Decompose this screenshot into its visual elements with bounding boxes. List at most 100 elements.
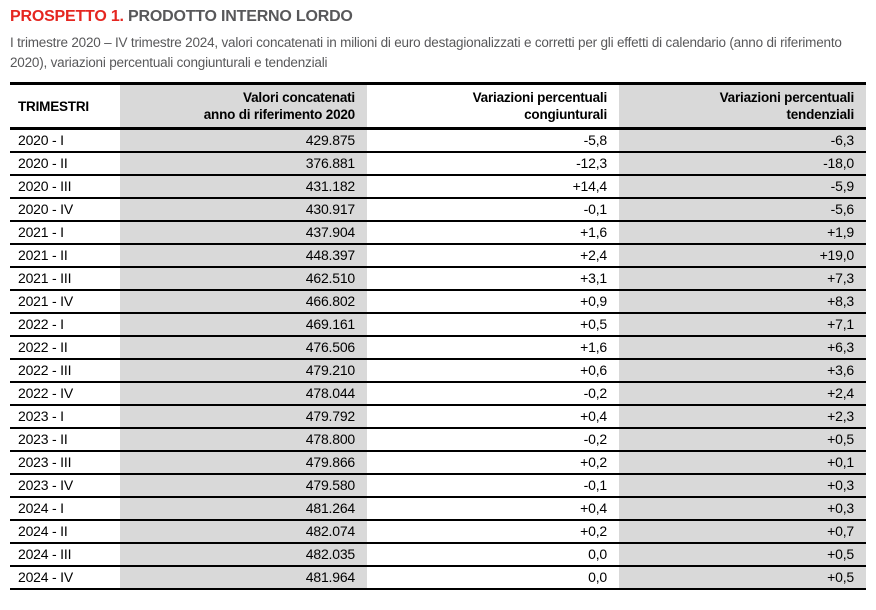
cell-variazione-tendenziale: +7,3 xyxy=(619,267,866,291)
table-row: 2023 - IV 479.580 -0,1 +0,3 xyxy=(10,474,866,498)
cell-trimestre: 2020 - III xyxy=(10,175,120,199)
cell-variazione-congiunturale: +14,4 xyxy=(367,175,619,199)
cell-valori-concatenati: 478.800 xyxy=(120,428,367,452)
cell-variazione-tendenziale: +0,1 xyxy=(619,451,866,475)
cell-trimestre: 2021 - III xyxy=(10,267,120,291)
col-header-variazioni-congiunturali: Variazioni percentuali congiunturali xyxy=(367,83,619,130)
cell-valori-concatenati: 429.875 xyxy=(120,128,367,153)
cell-variazione-tendenziale: +0,7 xyxy=(619,520,866,544)
table-row: 2024 - IV 481.964 0,0 +0,5 xyxy=(10,566,866,590)
cell-trimestre: 2024 - IV xyxy=(10,566,120,590)
cell-trimestre: 2020 - IV xyxy=(10,198,120,222)
cell-variazione-tendenziale: +2,3 xyxy=(619,405,866,429)
cell-variazione-tendenziale: +8,3 xyxy=(619,290,866,314)
cell-variazione-congiunturale: -5,8 xyxy=(367,128,619,153)
cell-variazione-tendenziale: -5,6 xyxy=(619,198,866,222)
col-header-valori-line2: anno di riferimento 2020 xyxy=(203,107,355,122)
table-row: 2020 - III 431.182 +14,4 -5,9 xyxy=(10,175,866,199)
table-row: 2020 - I 429.875 -5,8 -6,3 xyxy=(10,128,866,153)
col-header-tendenziali-line1: Variazioni percentuali xyxy=(719,90,855,105)
cell-valori-concatenati: 466.802 xyxy=(120,290,367,314)
cell-trimestre: 2024 - III xyxy=(10,543,120,567)
table-row: 2022 - II 476.506 +1,6 +6,3 xyxy=(10,336,866,360)
table-row: 2021 - III 462.510 +3,1 +7,3 xyxy=(10,267,866,291)
gdp-table: TRIMESTRI Valori concatenati anno di rif… xyxy=(10,82,866,590)
col-header-valori-concatenati: Valori concatenati anno di riferimento 2… xyxy=(120,83,367,130)
table-row: 2020 - II 376.881 -12,3 -18,0 xyxy=(10,152,866,176)
cell-variazione-congiunturale: +0,2 xyxy=(367,520,619,544)
cell-trimestre: 2024 - II xyxy=(10,520,120,544)
cell-variazione-congiunturale: +3,1 xyxy=(367,267,619,291)
cell-variazione-congiunturale: +0,5 xyxy=(367,313,619,337)
cell-valori-concatenati: 479.792 xyxy=(120,405,367,429)
cell-variazione-congiunturale: 0,0 xyxy=(367,566,619,590)
cell-variazione-congiunturale: -0,1 xyxy=(367,474,619,498)
cell-valori-concatenati: 482.074 xyxy=(120,520,367,544)
col-header-valori-line1: Valori concatenati xyxy=(243,90,355,105)
cell-variazione-tendenziale: +0,3 xyxy=(619,474,866,498)
table-row: 2020 - IV 430.917 -0,1 -5,6 xyxy=(10,198,866,222)
cell-valori-concatenati: 437.904 xyxy=(120,221,367,245)
cell-variazione-congiunturale: -0,2 xyxy=(367,428,619,452)
cell-trimestre: 2023 - IV xyxy=(10,474,120,498)
cell-variazione-tendenziale: +0,5 xyxy=(619,543,866,567)
cell-variazione-congiunturale: +0,4 xyxy=(367,405,619,429)
table-body: 2020 - I 429.875 -5,8 -6,3 2020 - II 376.881-… xyxy=(10,128,866,590)
cell-valori-concatenati: 448.397 xyxy=(120,244,367,268)
cell-trimestre: 2023 - I xyxy=(10,405,120,429)
table-row: 2021 - II 448.397 +2,4 +19,0 xyxy=(10,244,866,268)
col-header-tendenziali-line2: tendenziali xyxy=(786,107,854,122)
cell-variazione-congiunturale: +1,6 xyxy=(367,221,619,245)
cell-valori-concatenati: 376.881 xyxy=(120,152,367,176)
cell-trimestre: 2021 - IV xyxy=(10,290,120,314)
cell-valori-concatenati: 479.866 xyxy=(120,451,367,475)
cell-trimestre: 2020 - II xyxy=(10,152,120,176)
col-header-congiunturali-line1: Variazioni percentuali xyxy=(472,90,608,105)
table-header-row: TRIMESTRI Valori concatenati anno di rif… xyxy=(10,83,866,130)
table-row: 2022 - IV 478.044 -0,2 +2,4 xyxy=(10,382,866,406)
table-row: 2023 - III 479.866 +0,2 +0,1 xyxy=(10,451,866,475)
cell-valori-concatenati: 478.044 xyxy=(120,382,367,406)
table-row: 2021 - I 437.904 +1,6 +1,9 xyxy=(10,221,866,245)
col-header-trimestri: TRIMESTRI xyxy=(10,83,120,130)
table-row: 2023 - II 478.800 -0,2 +0,5 xyxy=(10,428,866,452)
cell-variazione-tendenziale: -5,9 xyxy=(619,175,866,199)
col-header-congiunturali-line2: congiunturali xyxy=(524,107,607,122)
cell-variazione-tendenziale: -18,0 xyxy=(619,152,866,176)
cell-variazione-tendenziale: +3,6 xyxy=(619,359,866,383)
table-row: 2024 - I 481.264 +0,4 +0,3 xyxy=(10,497,866,521)
cell-valori-concatenati: 481.264 xyxy=(120,497,367,521)
prospetto-page: PROSPETTO 1. PRODOTTO INTERNO LORDO I tr… xyxy=(10,8,866,590)
cell-trimestre: 2021 - II xyxy=(10,244,120,268)
cell-variazione-congiunturale: +2,4 xyxy=(367,244,619,268)
cell-variazione-tendenziale: +0,5 xyxy=(619,428,866,452)
cell-variazione-congiunturale: +0,2 xyxy=(367,451,619,475)
table-row: 2024 - II 482.074 +0,2 +0,7 xyxy=(10,520,866,544)
page-subtitle: I trimestre 2020 – IV trimestre 2024, va… xyxy=(10,35,842,70)
cell-valori-concatenati: 462.510 xyxy=(120,267,367,291)
table-row: 2023 - I 479.792 +0,4 +2,3 xyxy=(10,405,866,429)
cell-trimestre: 2021 - I xyxy=(10,221,120,245)
cell-valori-concatenati: 479.210 xyxy=(120,359,367,383)
cell-trimestre: 2020 - I xyxy=(10,128,120,153)
cell-variazione-tendenziale: +7,1 xyxy=(619,313,866,337)
cell-variazione-congiunturale: +0,4 xyxy=(367,497,619,521)
table-header: TRIMESTRI Valori concatenati anno di rif… xyxy=(10,83,866,130)
cell-trimestre: 2022 - II xyxy=(10,336,120,360)
cell-variazione-congiunturale: -0,2 xyxy=(367,382,619,406)
cell-variazione-congiunturale: 0,0 xyxy=(367,543,619,567)
cell-trimestre: 2022 - IV xyxy=(10,382,120,406)
cell-variazione-tendenziale: +2,4 xyxy=(619,382,866,406)
cell-variazione-tendenziale: -6,3 xyxy=(619,128,866,153)
table-row: 2021 - IV 466.802 +0,9 +8,3 xyxy=(10,290,866,314)
cell-valori-concatenati: 469.161 xyxy=(120,313,367,337)
cell-variazione-tendenziale: +0,3 xyxy=(619,497,866,521)
cell-variazione-tendenziale: +1,9 xyxy=(619,221,866,245)
cell-variazione-congiunturale: -0,1 xyxy=(367,198,619,222)
cell-trimestre: 2022 - I xyxy=(10,313,120,337)
cell-valori-concatenati: 482.035 xyxy=(120,543,367,567)
cell-trimestre: 2023 - III xyxy=(10,451,120,475)
cell-variazione-congiunturale: +0,6 xyxy=(367,359,619,383)
table-row: 2022 - I 469.161 +0,5 +7,1 xyxy=(10,313,866,337)
col-header-trimestri-label: TRIMESTRI xyxy=(18,98,89,114)
